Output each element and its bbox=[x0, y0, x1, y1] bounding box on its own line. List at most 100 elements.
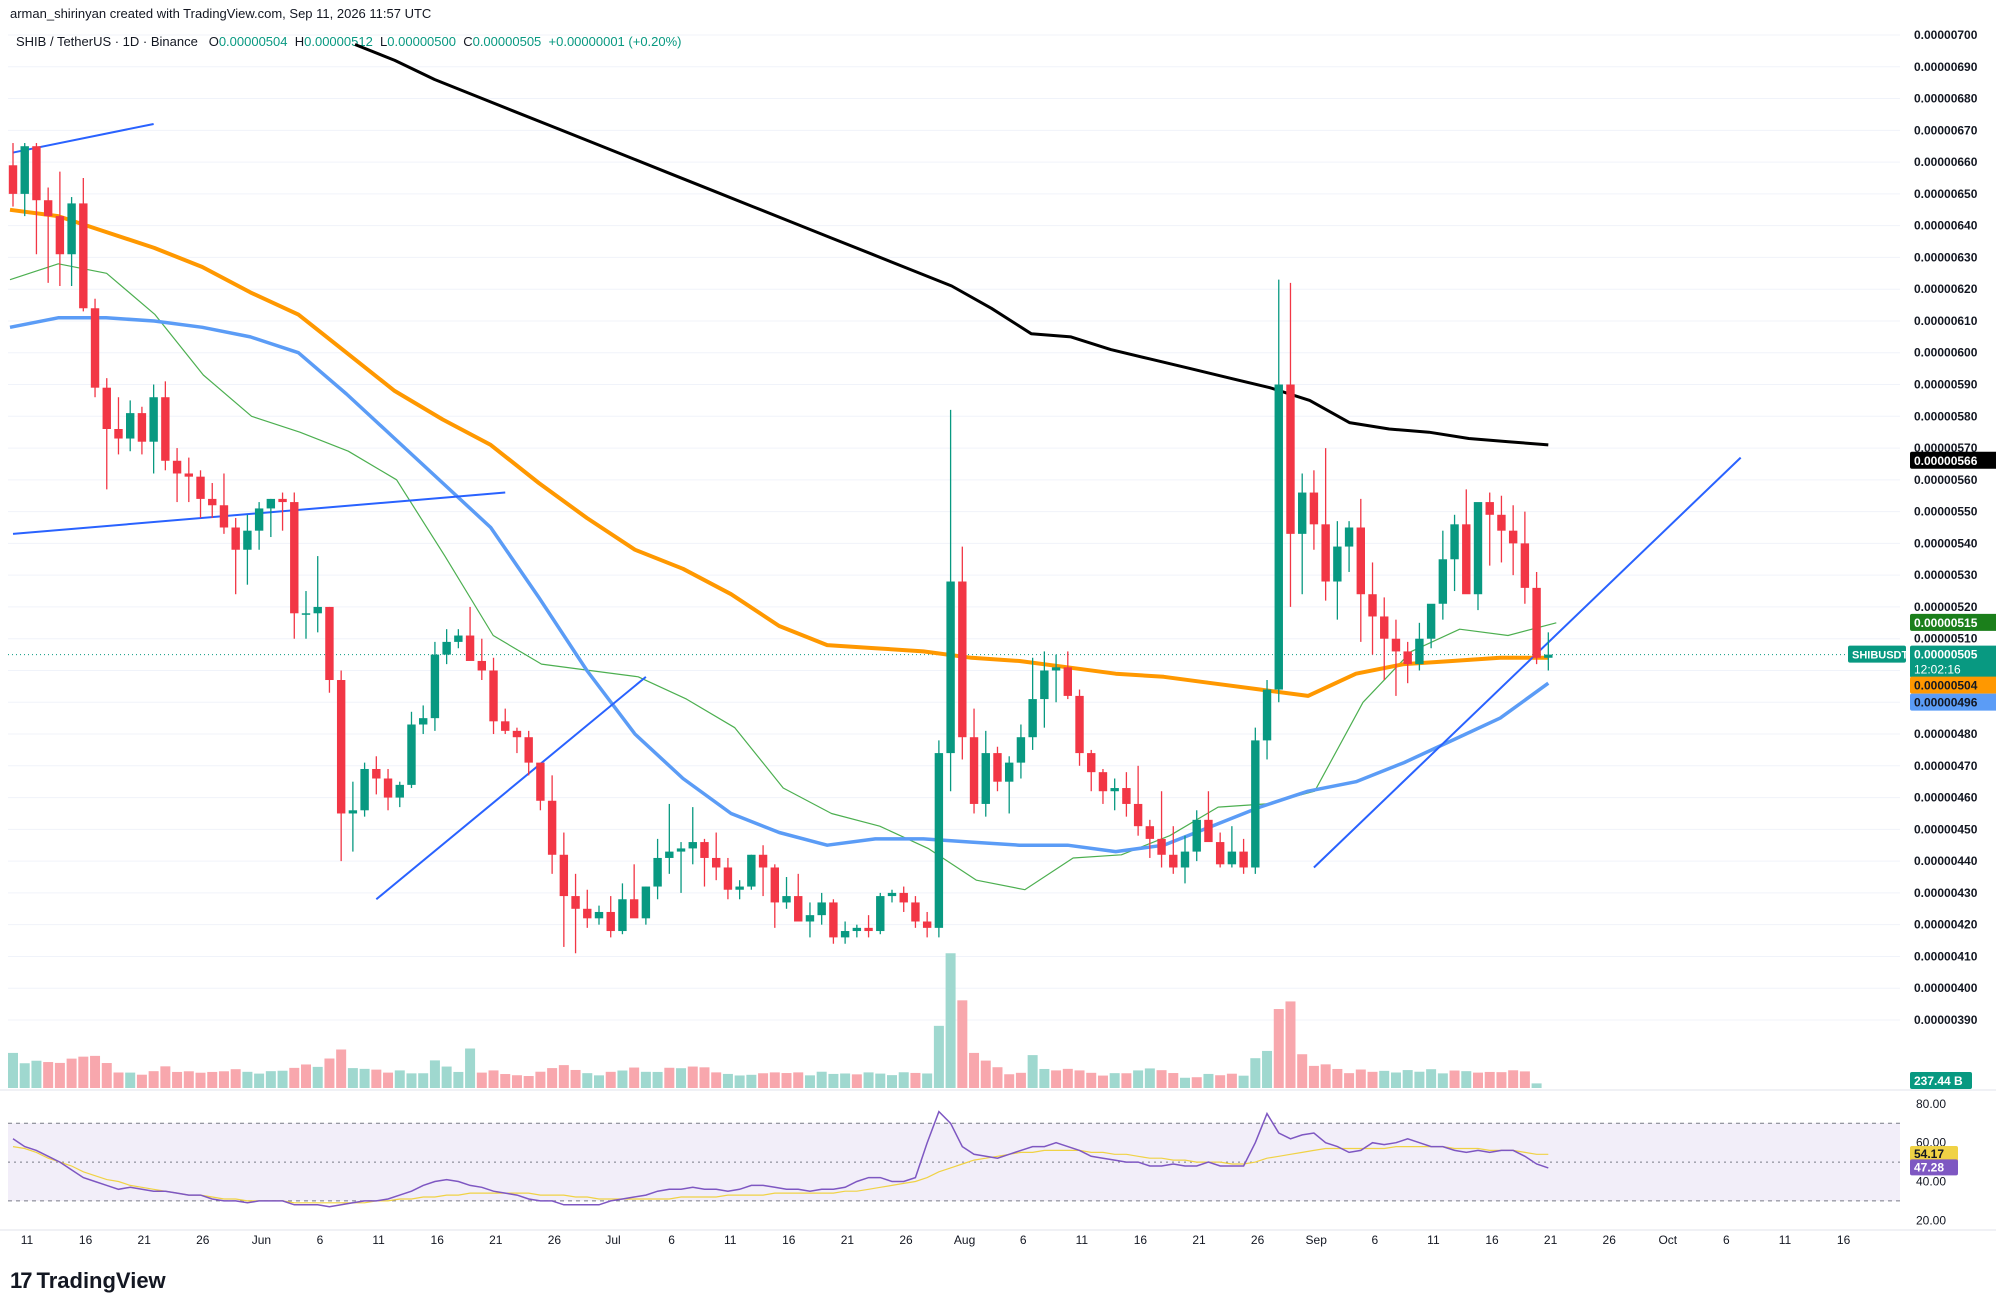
price-tick-label: 0.00000670 bbox=[1914, 123, 1978, 137]
blue-ma-price-tag-bg bbox=[1910, 693, 1996, 711]
volume-bar bbox=[1039, 1068, 1050, 1088]
rsi-panel bbox=[0, 1089, 1996, 1202]
low-label: L bbox=[380, 34, 388, 49]
time-tick-label: 26 bbox=[196, 1233, 210, 1247]
price-tick-label: 0.00000690 bbox=[1914, 60, 1978, 74]
candle-body bbox=[1122, 788, 1131, 804]
price-tick-label: 0.00000390 bbox=[1914, 1013, 1978, 1027]
time-tick-label: 16 bbox=[79, 1233, 93, 1247]
volume-bar bbox=[172, 1071, 183, 1088]
candle-body bbox=[1063, 667, 1072, 696]
candle-body bbox=[313, 606, 322, 614]
candle-body bbox=[1532, 587, 1541, 658]
volume-bar bbox=[1074, 1070, 1085, 1088]
candle-body bbox=[348, 810, 358, 814]
candle-body bbox=[723, 867, 733, 890]
candle-body bbox=[114, 429, 123, 439]
volume-bar bbox=[1097, 1075, 1108, 1088]
price-tick-label: 0.00000570 bbox=[1914, 441, 1978, 455]
candle-body bbox=[1098, 772, 1108, 792]
volume-bar bbox=[1344, 1073, 1355, 1088]
candle-body bbox=[547, 800, 557, 855]
volume-bar bbox=[1168, 1073, 1179, 1088]
candle-body bbox=[442, 641, 451, 655]
volume-bar bbox=[781, 1073, 792, 1088]
volume-bar bbox=[19, 1063, 30, 1088]
candle-body bbox=[43, 200, 53, 217]
candle-body bbox=[571, 896, 580, 909]
volume-bar bbox=[594, 1075, 604, 1088]
high-label: H bbox=[294, 34, 305, 49]
candle-body bbox=[20, 146, 29, 194]
volume-bar bbox=[1285, 1001, 1296, 1088]
rsi-line bbox=[12, 1110, 1549, 1208]
candle-body bbox=[454, 635, 463, 642]
volume-bar bbox=[1133, 1070, 1144, 1088]
volume-bar bbox=[1390, 1072, 1401, 1088]
candle-body bbox=[665, 851, 674, 858]
candle-body bbox=[383, 778, 393, 798]
volume-bar bbox=[359, 1068, 370, 1088]
price-tick-label: 0.00000420 bbox=[1914, 918, 1978, 932]
candle-body bbox=[372, 768, 381, 779]
price-tick-label: 0.00000640 bbox=[1914, 219, 1978, 233]
time-tick-label: Jun bbox=[252, 1233, 271, 1247]
price-tick-label: 0.00000440 bbox=[1914, 854, 1978, 868]
volume-bar bbox=[863, 1072, 874, 1088]
candle-body bbox=[266, 498, 276, 509]
candle-body bbox=[1415, 638, 1424, 665]
volume-bar bbox=[78, 1056, 89, 1088]
candle-body bbox=[735, 886, 744, 890]
candle-body bbox=[196, 476, 205, 499]
volume-bar bbox=[922, 1073, 933, 1088]
price-axis[interactable]: 0.00000700 0.00000690 0.00000680 0.00000670… bbox=[1914, 28, 1978, 1227]
candle-body bbox=[1192, 819, 1201, 852]
volume-bar bbox=[1449, 1070, 1460, 1088]
candle-body bbox=[1145, 826, 1155, 839]
candle-body bbox=[1333, 546, 1342, 582]
candle-body bbox=[360, 768, 369, 811]
volume-bar bbox=[101, 1063, 112, 1088]
volume-bar bbox=[840, 1073, 851, 1088]
rsi-tick-label: 80.00 bbox=[1916, 1097, 1946, 1111]
ma-blue-line bbox=[9, 316, 1550, 854]
candle-body bbox=[993, 753, 1002, 782]
volume-bar bbox=[394, 1070, 405, 1088]
candle-body bbox=[184, 473, 193, 477]
candle-body bbox=[1180, 851, 1190, 868]
blue-ma-price-tag: 0.00000496 bbox=[1914, 696, 1978, 710]
volume-bar bbox=[1062, 1068, 1073, 1088]
candle-body bbox=[1028, 699, 1037, 738]
candle-body bbox=[1215, 842, 1225, 865]
candle-body bbox=[1087, 753, 1096, 773]
time-tick-label: 26 bbox=[1251, 1233, 1265, 1247]
volume-bar bbox=[1027, 1055, 1038, 1088]
time-tick-label: 6 bbox=[668, 1233, 675, 1247]
candle-body bbox=[1274, 384, 1283, 690]
low-value: 0.00000500 bbox=[387, 34, 456, 49]
volume-bar bbox=[1051, 1070, 1062, 1088]
trendline bbox=[375, 676, 647, 901]
candle-body bbox=[1251, 740, 1260, 868]
candle-body bbox=[922, 921, 932, 928]
volume-bar bbox=[992, 1067, 1003, 1088]
tradingview-logo[interactable]: 17 TradingView bbox=[10, 1268, 166, 1294]
volume-bar bbox=[476, 1072, 487, 1088]
open-value: 0.00000504 bbox=[218, 34, 288, 49]
volume-bar bbox=[1320, 1064, 1331, 1088]
symbol-name[interactable]: SHIB / TetherUS · 1D · Binance bbox=[16, 34, 198, 49]
countdown-tag: 12:02:16 bbox=[1914, 663, 1961, 677]
candle-body bbox=[90, 308, 100, 388]
candle-body bbox=[934, 753, 944, 928]
volume-bar bbox=[722, 1073, 733, 1088]
candle-body bbox=[1239, 851, 1248, 868]
time-tick-label: 11 bbox=[1779, 1233, 1792, 1247]
price-tick-label: 0.00000480 bbox=[1914, 727, 1978, 741]
time-axis[interactable]: 11 16 21 26 Jun 6 11 16 21 26 Jul 6 11 16 21 26 Aug 6 11 16… bbox=[0, 1229, 1996, 1247]
candle-body bbox=[1520, 543, 1530, 588]
symbol-legend: SHIB / TetherUS · 1D · Binance O0.000005… bbox=[16, 34, 682, 49]
price-tick-label: 0.00000590 bbox=[1914, 378, 1978, 392]
price-tick-label: 0.00000680 bbox=[1914, 92, 1978, 106]
